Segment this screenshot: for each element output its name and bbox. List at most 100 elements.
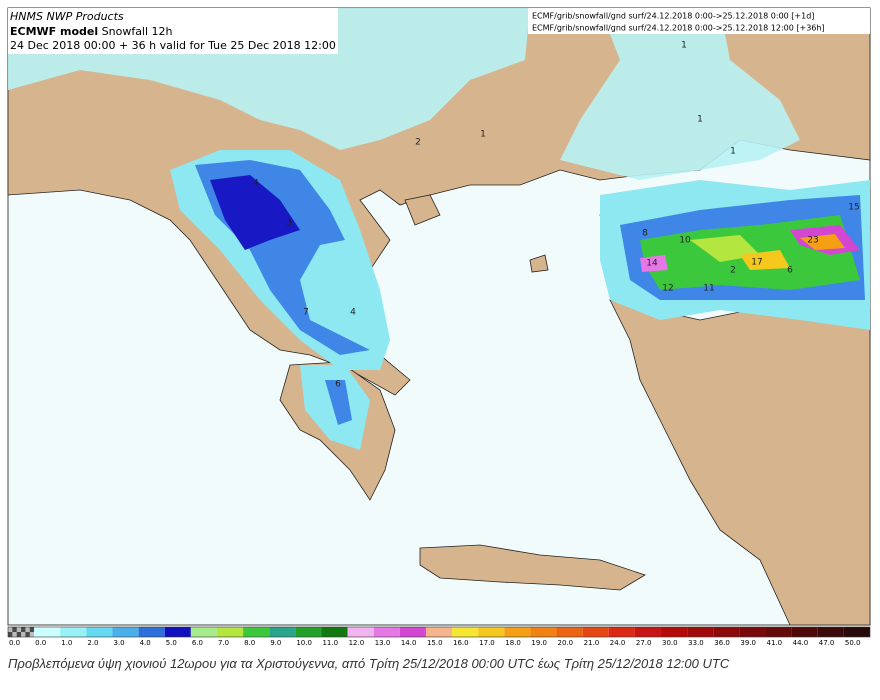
map: HNMS NWP Products ECMWF model Snowfall 1… (7, 7, 871, 647)
colorbar-label: 47.0 (819, 639, 835, 647)
colorbar-label: 16.0 (453, 639, 469, 647)
colorbar-swatch (295, 627, 322, 637)
colorbar-label: 44.0 (793, 639, 809, 647)
colorbar-label: 0.0 (35, 639, 46, 647)
colorbar-swatch (425, 627, 453, 637)
colorbar-swatch (112, 627, 139, 637)
colorbar-label: 6.0 (192, 639, 203, 647)
contour-label: 2 (730, 266, 736, 276)
colorbar-label: 33.0 (688, 639, 704, 647)
contour-labels: 1 1 1 1 2 4 3 7 4 6 8 10 14 12 11 2 17 6… (253, 41, 860, 390)
colorbar-swatch (739, 627, 766, 637)
contour-label: 15 (848, 203, 859, 213)
colorbar-swatch (399, 627, 426, 637)
contour-label: 3 (286, 219, 292, 229)
checker (21, 632, 26, 637)
field: Snowfall 12h (102, 25, 173, 38)
checker (29, 632, 35, 637)
contour-label: 17 (751, 258, 762, 268)
colorbar-label: 1.0 (61, 639, 72, 647)
contour-label: 4 (253, 179, 259, 189)
colorbar-swatch (60, 627, 87, 637)
caption: Προβλεπόμενα ύψη χιονιού 12ωρου για τα Χ… (8, 656, 730, 671)
colorbar-label: 3.0 (113, 639, 124, 647)
contour-label: 14 (646, 259, 658, 269)
colorbar-swatch (504, 627, 531, 637)
contour-label: 6 (787, 266, 793, 276)
contour-label: 11 (703, 284, 714, 294)
colorbar-swatch (347, 627, 374, 637)
colorbar-swatch (817, 627, 844, 637)
colorbar-label: 20.0 (558, 639, 574, 647)
colorbar-swatch (190, 627, 217, 637)
colorbar-swatch (713, 627, 740, 637)
contour-label: 1 (480, 130, 486, 140)
colorbar-swatch (452, 627, 479, 637)
colorbar-label: 11.0 (322, 639, 338, 647)
contour-label: 10 (679, 236, 691, 246)
source: ECMF/grib/snowfall/gnd surf/24.12.2018 0… (532, 24, 825, 33)
colorbar-swatch (86, 627, 113, 637)
colorbar-swatch (582, 627, 609, 637)
colorbar-swatch (608, 627, 635, 637)
header-line: ECMWF model Snowfall 12h (10, 25, 173, 38)
contour-label: 7 (303, 308, 309, 318)
header-line: HNMS NWP Products (10, 10, 124, 23)
colorbar-label: 5.0 (166, 639, 177, 647)
colorbar-label: 0.0 (9, 639, 20, 647)
colorbar-swatch (243, 627, 270, 637)
colorbar-swatch (765, 627, 792, 637)
colorbar-swatch (478, 627, 505, 637)
colorbar-label: 36.0 (714, 639, 730, 647)
contour-label: 1 (730, 147, 736, 157)
header-line: 24 Dec 2018 00:00 + 36 h valid for Tue 2… (10, 39, 336, 52)
header-box (8, 8, 338, 54)
colorbar-swatch (138, 627, 165, 637)
contour-label: 1 (681, 41, 687, 51)
colorbar-label: 13.0 (375, 639, 391, 647)
colorbar-swatch (34, 627, 61, 637)
colorbar-swatch (843, 627, 870, 637)
checker (16, 627, 22, 632)
checker (12, 632, 17, 637)
contour-label: 12 (662, 284, 673, 294)
colorbar-label: 12.0 (349, 639, 365, 647)
model: ECMWF model (10, 25, 98, 38)
source: ECMF/grib/snowfall/gnd surf/24.12.2018 0… (532, 12, 814, 21)
colorbar-swatch (164, 627, 191, 637)
contour-label: 4 (350, 308, 356, 318)
colorbar-label: 41.0 (767, 639, 783, 647)
colorbar-frame (7, 626, 871, 638)
contour-label: 8 (642, 229, 648, 239)
colorbar-label: 2.0 (87, 639, 98, 647)
colorbar-label: 50.0 (845, 639, 861, 647)
colorbar-label: 9.0 (270, 639, 281, 647)
colorbar-label: 24.0 (610, 639, 626, 647)
colorbar-label: 17.0 (479, 639, 495, 647)
colorbar-label: 27.0 (636, 639, 652, 647)
colorbar-label: 30.0 (662, 639, 678, 647)
colorbar-label: 8.0 (244, 639, 255, 647)
colorbar-label: 4.0 (140, 639, 151, 647)
colorbar-swatch (269, 627, 296, 637)
colorbar-swatch (216, 627, 244, 637)
colorbar: 0.0 0.0 1.0 2.0 3.0 4.0 5.0 6.0 7.0 8.0 9.0 10.0 11.… (7, 626, 871, 647)
colorbar-swatch (661, 627, 688, 637)
contour-label: 1 (697, 115, 703, 125)
colorbar-label: 15.0 (427, 639, 443, 647)
colorbar-label: 39.0 (740, 639, 756, 647)
source-box (528, 8, 870, 34)
colorbar-swatch (373, 627, 400, 637)
colorbar-swatch (530, 627, 557, 637)
contour-label: 6 (335, 380, 341, 390)
colorbar-label: 7.0 (218, 639, 229, 647)
colorbar-swatch (687, 627, 714, 637)
colorbar-label: 18.0 (505, 639, 521, 647)
checker (25, 627, 30, 632)
colorbar-swatch (791, 627, 818, 637)
colorbar-label: 19.0 (531, 639, 547, 647)
colorbar-swatch (321, 627, 348, 637)
contour-label: 2 (415, 138, 421, 148)
colorbar-label: 10.0 (296, 639, 312, 647)
